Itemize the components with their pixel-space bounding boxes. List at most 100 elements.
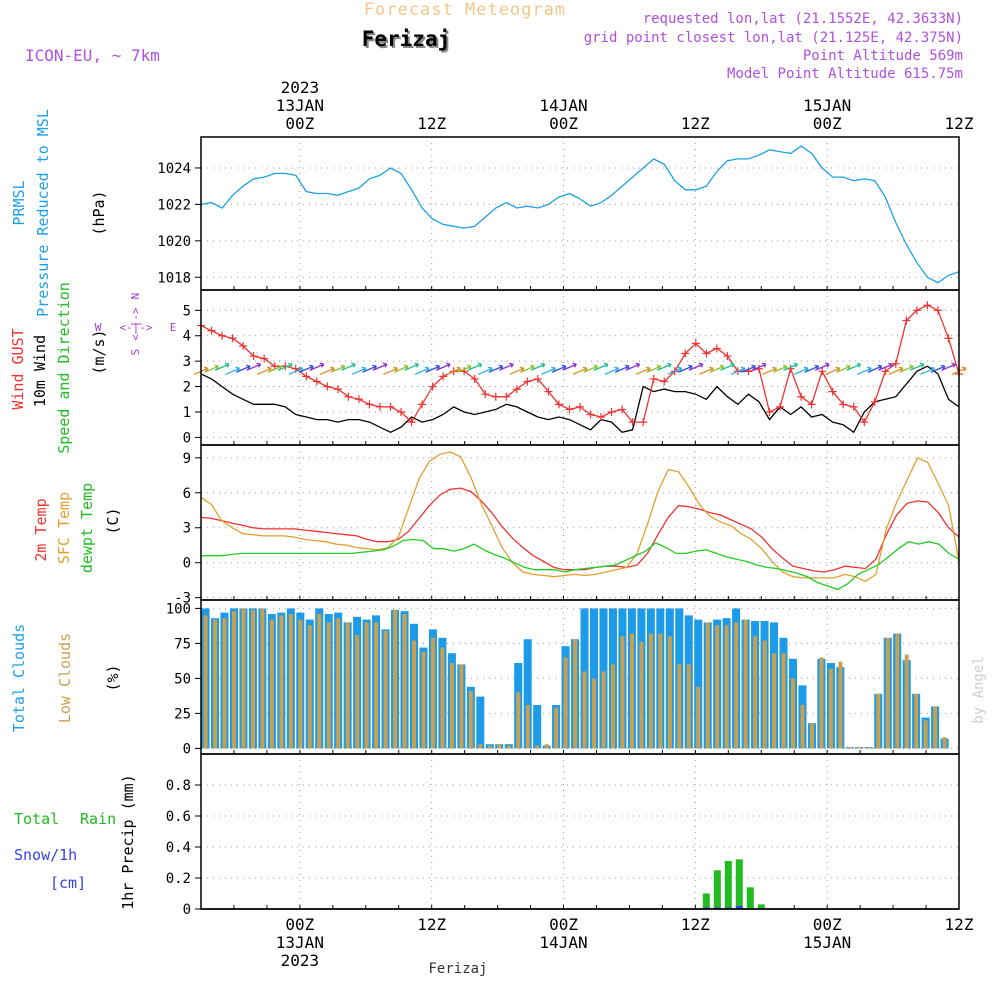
cloud-low-bar bbox=[440, 647, 445, 749]
temp-frame bbox=[200, 444, 960, 601]
cloud-low-bar bbox=[336, 618, 341, 749]
top-time-label: 13JAN bbox=[276, 96, 324, 115]
wind-direction-arrow bbox=[846, 362, 862, 371]
cloud-low-bar bbox=[677, 664, 682, 749]
gust-marker bbox=[639, 418, 648, 427]
cloud-low-bar bbox=[629, 633, 634, 749]
gust-marker bbox=[365, 400, 374, 409]
bottom-time-label: 00Z bbox=[285, 915, 314, 934]
cloud-low-bar bbox=[800, 705, 805, 749]
gust-marker bbox=[618, 405, 627, 414]
cloud-low-bar bbox=[393, 609, 398, 749]
cloud-low-bar bbox=[904, 654, 909, 749]
cloud-low-bar bbox=[809, 723, 814, 749]
gust-marker bbox=[576, 402, 584, 411]
wind-direction-arrow bbox=[477, 366, 493, 375]
cloud-low-bar bbox=[241, 608, 246, 749]
point-altitude: Point Altitude 569m bbox=[803, 48, 963, 64]
temp-2m-label: 2m Temp bbox=[32, 498, 50, 561]
gust-marker bbox=[933, 306, 942, 315]
cloud-labels: Total Clouds Low Clouds (%) bbox=[10, 624, 122, 732]
cloud-low-bar bbox=[658, 633, 663, 749]
top-time-label: 14JAN bbox=[539, 96, 587, 115]
cloud-low-bar bbox=[374, 622, 379, 749]
pressure-ytick-label: 1018 bbox=[157, 270, 191, 286]
gust-marker bbox=[544, 387, 553, 396]
cloud-low-bar bbox=[345, 622, 350, 749]
rain-bar bbox=[746, 887, 754, 909]
cloud-low-bar bbox=[544, 744, 549, 749]
bottom-time-label: 00Z bbox=[813, 915, 842, 934]
pressure-grid: 1018 1020 1022 1024 bbox=[157, 137, 960, 290]
bottom-time-label: 12Z bbox=[681, 915, 710, 934]
compass-e: E bbox=[170, 321, 177, 334]
pressure-labels: PRMSL Pressure Reduced to MSL (hPa) bbox=[10, 109, 108, 317]
top-time-label: 12Z bbox=[417, 114, 446, 133]
top-time-label: 12Z bbox=[945, 114, 974, 133]
cloud-low-bar bbox=[648, 633, 653, 749]
cloud-low-bar bbox=[639, 642, 644, 749]
watermark: by Angel bbox=[971, 656, 987, 723]
pressure-line bbox=[200, 145, 960, 284]
cloud-low-bar bbox=[421, 651, 426, 749]
gust-marker bbox=[723, 352, 732, 361]
cloud-low-bar bbox=[923, 720, 928, 749]
total-clouds-label: Total Clouds bbox=[10, 624, 28, 732]
cloud-low-bar bbox=[772, 653, 777, 749]
wind-gust-label: Wind GUST bbox=[9, 328, 27, 409]
gust-marker bbox=[586, 410, 595, 419]
bottom-time-label: 00Z bbox=[549, 915, 578, 934]
compass-n: N bbox=[129, 293, 142, 300]
precip-cm-label: [cm] bbox=[50, 874, 86, 892]
cloud-low-bar bbox=[582, 671, 587, 749]
wind-direction-arrow bbox=[941, 362, 957, 371]
wind-direction-arrow bbox=[320, 366, 335, 375]
gust-marker bbox=[533, 374, 542, 383]
cloud-low-bar bbox=[459, 664, 464, 749]
pressure-ytick-label: 1022 bbox=[157, 197, 191, 213]
gust-marker bbox=[712, 344, 721, 353]
gust-marker bbox=[649, 374, 658, 383]
cloud-total-bar bbox=[533, 705, 542, 749]
temp-2m-line bbox=[200, 487, 960, 573]
wind-speed-line bbox=[200, 365, 960, 434]
gust-marker bbox=[407, 418, 416, 427]
wind-direction-arrow bbox=[530, 362, 546, 371]
wind-direction-arrow bbox=[414, 366, 430, 375]
cloud-total-bar bbox=[694, 619, 703, 749]
gust-marker bbox=[870, 397, 879, 406]
wind-direction-arrow bbox=[699, 366, 714, 375]
cloud-low-bar bbox=[364, 622, 369, 749]
gust-marker bbox=[691, 339, 700, 348]
compass-w: W bbox=[95, 321, 102, 334]
gust-marker bbox=[944, 334, 953, 343]
temp-ytick-label: -3 bbox=[174, 591, 191, 607]
temp-ytick-label: 0 bbox=[183, 556, 191, 572]
precip-labels: Total Rain Snow/1h [cm] 1hr Precip (mm) bbox=[14, 774, 137, 909]
cloud-low-bar bbox=[592, 678, 597, 749]
cloud-low-bar bbox=[355, 635, 360, 749]
wind-direction-arrow bbox=[793, 366, 809, 375]
clouds-ytick-label: 50 bbox=[174, 671, 191, 687]
wind-direction-arrow bbox=[541, 366, 556, 375]
gust-marker bbox=[312, 377, 321, 386]
cloud-low-bar bbox=[847, 747, 852, 749]
compass-arrows: <-|-> bbox=[119, 321, 152, 334]
rain-bar bbox=[735, 859, 743, 909]
prmsl-label: PRMSL bbox=[10, 180, 28, 225]
cloud-low-bar bbox=[383, 630, 388, 749]
gust-marker bbox=[681, 349, 690, 358]
gust-marker bbox=[512, 385, 521, 394]
cloud-low-bar bbox=[487, 745, 492, 749]
cloud-low-bar bbox=[525, 705, 530, 749]
gust-marker bbox=[491, 392, 500, 401]
wind-direction-arrow bbox=[888, 366, 904, 375]
cloud-low-bar bbox=[895, 633, 900, 749]
clouds-unit: (%) bbox=[104, 664, 122, 691]
model-altitude: Model Point Altitude 615.75m bbox=[727, 66, 963, 82]
clouds-frame bbox=[200, 599, 960, 755]
cloud-low-bar bbox=[743, 619, 748, 749]
wind-direction-arrow bbox=[309, 362, 325, 371]
